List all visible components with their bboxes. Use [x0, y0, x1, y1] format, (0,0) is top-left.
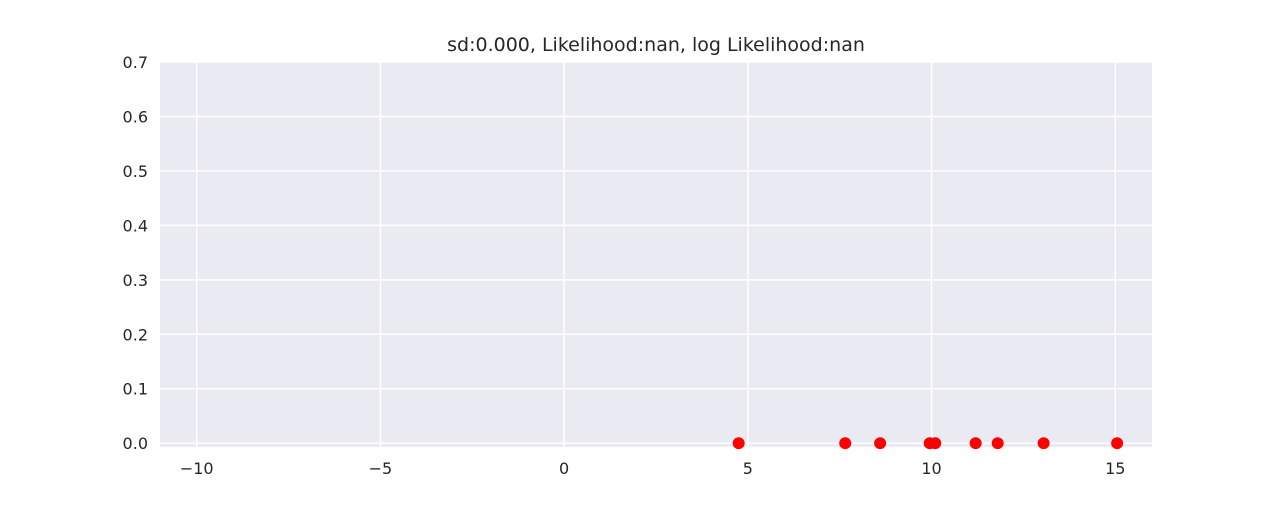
y-tick-label: 0.5 [123, 162, 148, 181]
y-tick-label: 0.3 [123, 271, 148, 290]
data-points [732, 437, 1124, 450]
data-point [839, 437, 852, 450]
y-tick-label: 0.6 [123, 107, 148, 126]
x-axis-ticks: −10 −5 0 5 10 15 [180, 459, 1126, 478]
data-point [1111, 437, 1124, 450]
y-tick-label: 0.2 [123, 325, 148, 344]
plot-area [160, 62, 1152, 447]
y-axis-ticks: 0.0 0.1 0.2 0.3 0.4 0.5 0.6 0.7 [123, 53, 148, 453]
data-point [874, 437, 887, 450]
grid [160, 61, 1152, 447]
y-tick-label: 0.1 [123, 380, 148, 399]
x-tick-label: −5 [369, 459, 393, 478]
data-point [929, 437, 942, 450]
data-point [732, 437, 745, 450]
x-tick-label: 10 [921, 459, 941, 478]
y-tick-label: 0.4 [123, 216, 148, 235]
x-tick-label: 15 [1105, 459, 1125, 478]
data-point [991, 437, 1004, 450]
y-tick-label: 0.0 [123, 434, 148, 453]
data-point [1037, 437, 1050, 450]
x-tick-label: −10 [180, 459, 214, 478]
x-tick-label: 0 [559, 459, 569, 478]
chart-title: sd:0.000, Likelihood:nan, log Likelihood… [447, 34, 865, 56]
x-tick-label: 5 [743, 459, 753, 478]
y-tick-label: 0.7 [123, 53, 148, 72]
data-point [969, 437, 982, 450]
